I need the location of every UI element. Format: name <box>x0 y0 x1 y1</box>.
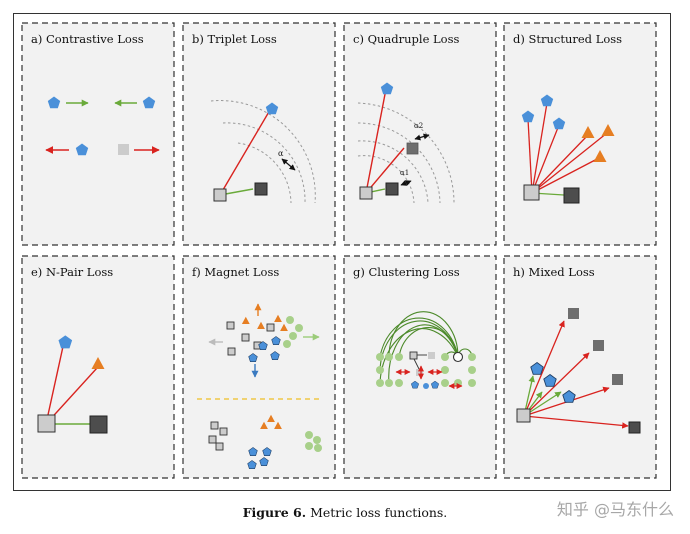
caption-text: Metric loss functions. <box>310 505 448 520</box>
figure-caption: Figure 6. Metric loss functions. <box>0 505 690 520</box>
panel-structured-loss: d) Structured Loss <box>503 22 657 246</box>
alpha1-label: α1 <box>400 169 409 177</box>
panel-mixed-loss: h) Mixed Loss <box>503 255 657 479</box>
diagram: a) Contrastive Loss b) Triplet Loss α <box>21 22 657 479</box>
cluster-before <box>208 303 320 378</box>
panel-title: h) Mixed Loss <box>513 265 595 279</box>
cluster-arcs <box>379 311 473 384</box>
panel-title: d) Structured Loss <box>513 32 622 46</box>
panel-title: b) Triplet Loss <box>192 32 277 46</box>
panel-title: c) Quadruple Loss <box>353 32 460 46</box>
watermark: 知乎 @马东什么 <box>556 500 674 519</box>
panel-quadruple-loss: c) Quadruple Loss α2 α1 <box>343 22 497 246</box>
alpha2-label: α2 <box>414 122 423 130</box>
panel-triplet-loss: b) Triplet Loss α <box>182 22 336 246</box>
caption-label: Figure 6. <box>242 505 307 520</box>
alpha-label: α <box>278 149 284 158</box>
panel-n-pair-loss: e) N-Pair Loss <box>21 255 175 479</box>
dissimilar-pair <box>45 143 160 156</box>
panel-title: e) N-Pair Loss <box>31 265 113 279</box>
panel-clustering-loss: g) Clustering Loss <box>343 255 497 479</box>
panel-magnet-loss: f) Magnet Loss <box>182 255 336 479</box>
similar-pair-blue <box>47 96 156 109</box>
panel-title: g) Clustering Loss <box>353 265 460 279</box>
margin-arcs <box>210 100 316 204</box>
panel-title: a) Contrastive Loss <box>31 32 144 46</box>
panel-contrastive-loss: a) Contrastive Loss <box>21 22 175 246</box>
panel-title: f) Magnet Loss <box>192 265 279 279</box>
cluster-after <box>208 414 322 470</box>
